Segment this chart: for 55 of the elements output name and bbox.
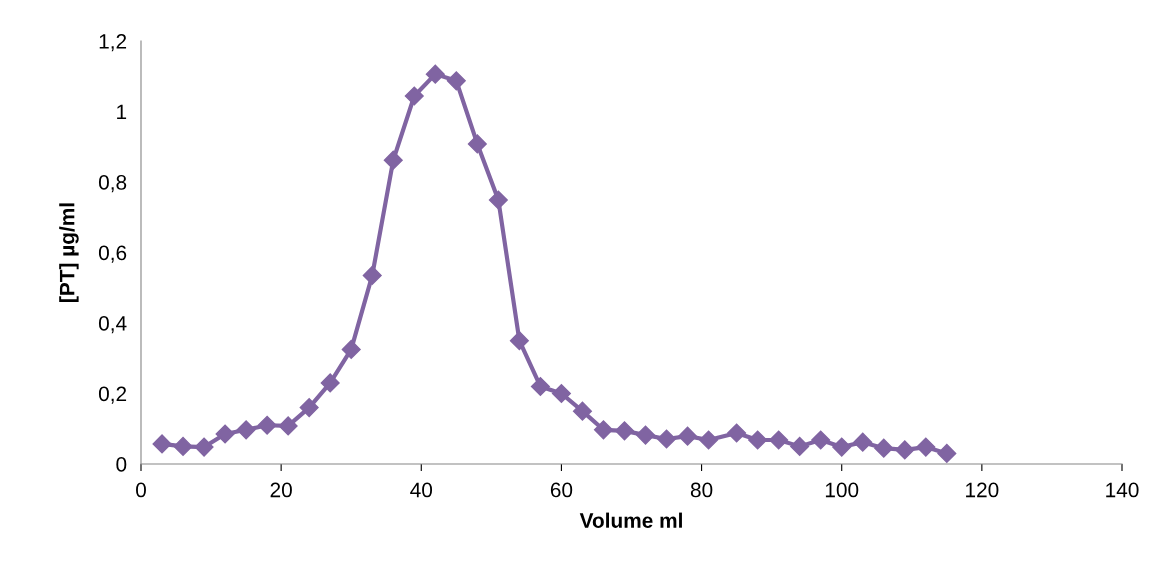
point (236, 420, 256, 440)
point (572, 401, 592, 421)
point (916, 437, 936, 457)
x-tick-label: 80 (690, 482, 713, 498)
y-tick-label: 0,6 (98, 245, 127, 263)
y-tick-label: 0,4 (98, 316, 127, 334)
point (215, 424, 235, 444)
point (874, 438, 894, 458)
point (551, 383, 571, 404)
point (425, 64, 445, 84)
x-tick-label: 20 (270, 482, 292, 498)
point (937, 443, 957, 463)
point (635, 425, 656, 445)
point (383, 150, 403, 170)
point (530, 376, 550, 396)
point (832, 437, 852, 457)
point (769, 430, 789, 450)
point (699, 430, 719, 450)
point (593, 420, 614, 440)
point (509, 331, 529, 351)
x-tick-label: 100 (825, 482, 859, 498)
y-tick-label: 1 (117, 104, 127, 120)
point (678, 426, 698, 446)
point (748, 430, 768, 450)
point (853, 432, 873, 452)
x-axis-title: Volume ml (579, 512, 682, 528)
point (194, 437, 214, 457)
x-tick-label: 60 (550, 482, 573, 498)
point (341, 339, 361, 359)
y-tick-label: 0 (116, 457, 127, 472)
point (152, 434, 172, 454)
y-tick-label: 1,2 (99, 34, 127, 52)
point (404, 86, 424, 106)
x-tick-label: 0 (136, 482, 146, 498)
point (488, 190, 508, 210)
point (657, 429, 677, 449)
point (467, 134, 487, 154)
point (320, 373, 340, 393)
point (299, 398, 319, 418)
y-axis-title: [PT] µg/ml (59, 203, 79, 302)
point (614, 421, 635, 441)
point (362, 265, 382, 285)
x-tick-label: 140 (1106, 482, 1139, 498)
point (811, 430, 831, 450)
point (727, 423, 747, 443)
point (895, 440, 915, 460)
point (278, 416, 298, 436)
point (446, 71, 466, 91)
x-tick-label: 120 (966, 482, 999, 498)
point (790, 436, 810, 456)
point (257, 415, 277, 435)
point (173, 436, 193, 456)
x-tick-label: 40 (410, 482, 433, 498)
y-tick-label: 0,2 (98, 386, 127, 404)
y-tick-label: 0,8 (98, 175, 127, 193)
